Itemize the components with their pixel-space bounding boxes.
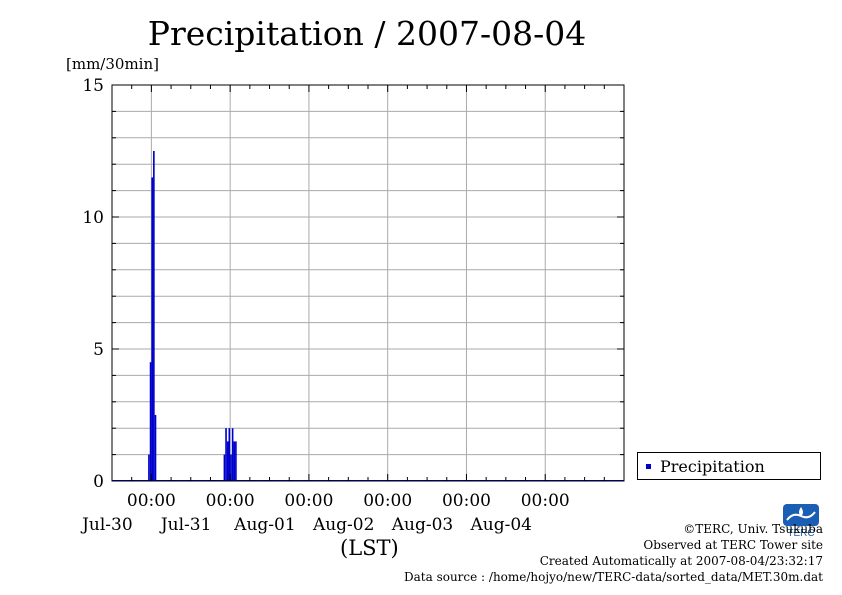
x-time-label: 00:00 <box>127 491 176 511</box>
plot-frame-rect <box>111 84 625 482</box>
x-time-label: 00:00 <box>521 491 570 511</box>
precipitation-bar <box>235 441 237 481</box>
x-time-label: 00:00 <box>206 491 255 511</box>
y-tick-label: 15 <box>82 76 104 96</box>
x-time-label: 00:00 <box>442 491 491 511</box>
axis-ticks <box>111 84 625 482</box>
source-text: Data source : /home/hojyo/new/TERC-data/… <box>404 570 823 584</box>
precipitation-bar <box>228 428 231 481</box>
precipitation-bar <box>223 454 226 481</box>
legend: Precipitation <box>637 452 821 480</box>
precipitation-bar <box>149 362 152 481</box>
precipitation-bar <box>225 428 227 481</box>
precipitation-bar <box>151 177 154 481</box>
terc-logo: TERC <box>783 504 819 539</box>
observed-text: Observed at TERC Tower site <box>643 538 823 552</box>
created-text: Created Automatically at 2007-08-04/23:3… <box>539 554 823 568</box>
precipitation-bars <box>112 151 624 481</box>
x-axis-label: (LST) <box>340 536 399 560</box>
legend-swatch <box>646 464 651 469</box>
x-date-label: Aug-04 <box>469 515 531 535</box>
x-date-label: Aug-01 <box>233 515 295 535</box>
precipitation-bar <box>154 415 157 481</box>
chart-title: Precipitation / 2007-08-04 <box>147 14 587 53</box>
legend-label: Precipitation <box>660 457 765 476</box>
y-axis-unit-label: [mm/30min] <box>66 55 159 73</box>
x-date-label: Aug-03 <box>391 515 453 535</box>
precipitation-bar <box>231 428 234 481</box>
grid-lines <box>112 85 624 481</box>
y-tick-label: 0 <box>93 472 104 492</box>
y-tick-label: 10 <box>82 208 104 228</box>
precipitation-bar <box>226 441 229 481</box>
precipitation-bar <box>230 454 232 481</box>
x-time-label: 00:00 <box>284 491 333 511</box>
x-date-label: Aug-02 <box>312 515 374 535</box>
credits: ©TERC, Univ. Tsukuba Observed at TERC To… <box>404 521 823 585</box>
precipitation-bar <box>233 441 236 481</box>
y-tick-label: 5 <box>93 340 104 360</box>
precipitation-bar <box>148 454 150 481</box>
tick-labels: 0 5 10 15 00:00 Jul-30 00:00 Jul-31 00:00 Aug-01 0… <box>80 76 570 535</box>
x-date-label: Jul-30 <box>80 515 133 535</box>
x-time-label: 00:00 <box>363 491 412 511</box>
precipitation-bar <box>153 151 155 481</box>
logo-text: TERC <box>787 528 814 538</box>
plot-frame <box>111 84 625 482</box>
x-date-label: Jul-31 <box>159 515 212 535</box>
copyright-text: ©TERC, Univ. Tsukuba <box>683 522 823 536</box>
